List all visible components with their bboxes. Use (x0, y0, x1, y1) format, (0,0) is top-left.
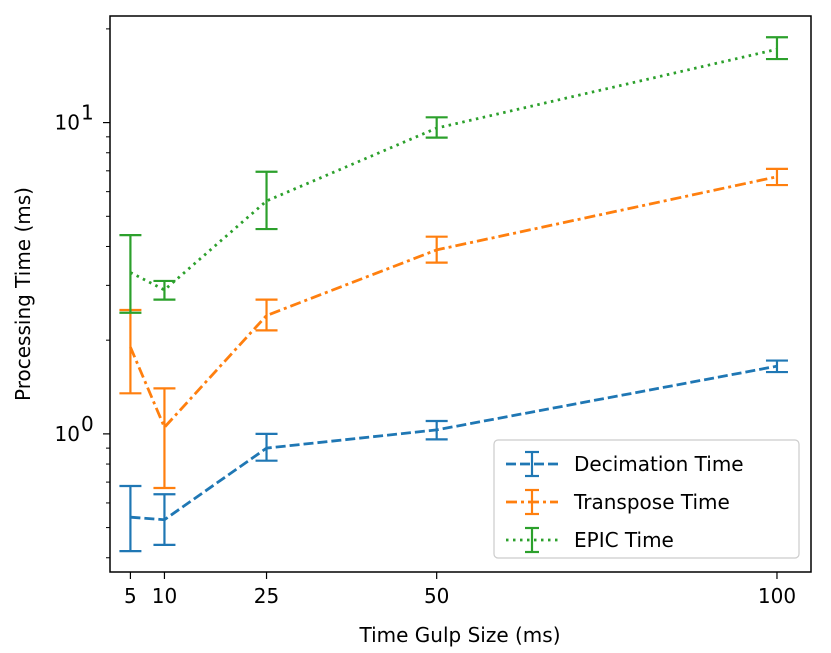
x-tick-label-50: 50 (424, 584, 449, 608)
series-0 (119, 359, 788, 553)
legend-item-2: EPIC Time (506, 526, 674, 554)
series-line-1 (129, 175, 778, 430)
error-bar (119, 234, 142, 314)
series-2 (119, 36, 788, 314)
legend-item-1: Transpose Time (506, 488, 730, 516)
error-bar (425, 116, 448, 139)
legend-item-0: Decimation Time (506, 450, 744, 478)
y-tick-label-exp-1: 0 (81, 412, 94, 436)
error-bar (153, 387, 176, 490)
error-bar (119, 484, 142, 553)
error-bar (765, 359, 788, 374)
legend-label-2: EPIC Time (574, 528, 674, 552)
x-axis-label: Time Gulp Size (ms) (358, 623, 560, 647)
error-bar (765, 36, 788, 61)
legend-label-1: Transpose Time (573, 490, 730, 514)
x-tick-label-10: 10 (152, 584, 177, 608)
x-tick-label-25: 25 (254, 584, 279, 608)
y-tick-label-exp-10: 1 (81, 101, 94, 125)
y-tick-label-1: 10 (55, 422, 80, 446)
error-bar (153, 279, 176, 301)
error-bar (153, 493, 176, 546)
error-bar (255, 170, 278, 231)
legend-label-0: Decimation Time (574, 452, 744, 476)
y-tick-label-10: 10 (55, 111, 80, 135)
error-bar (255, 298, 278, 332)
x-tick-label-5: 5 (124, 584, 137, 608)
plot-content (119, 36, 788, 553)
series-line-2 (129, 47, 778, 292)
error-bar (255, 432, 278, 462)
plot-frame (109, 15, 812, 573)
y-axis-label: Processing Time (ms) (11, 187, 35, 401)
x-tick-label-100: 100 (758, 584, 796, 608)
error-bar (425, 419, 448, 441)
error-bar (119, 308, 142, 395)
error-bar (765, 167, 788, 187)
error-bar (425, 235, 448, 264)
series-1 (119, 167, 788, 490)
legend: Decimation Time Transpose Time EPIC Time (493, 439, 800, 559)
x-axis: 5 10 25 50 100 (124, 572, 796, 608)
legend-box (493, 439, 800, 559)
